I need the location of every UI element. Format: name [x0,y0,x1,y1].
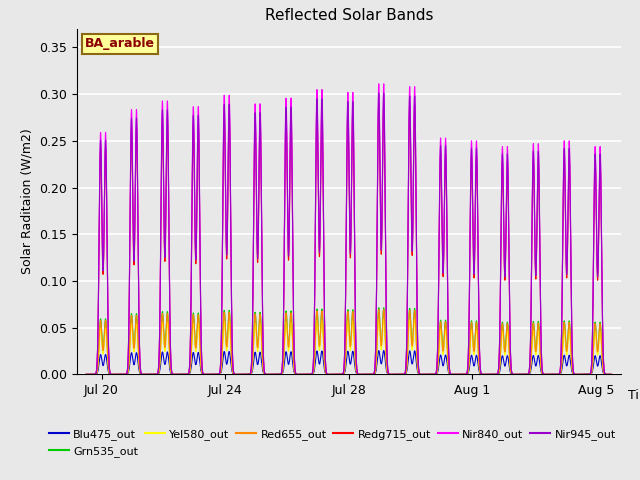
Title: Reflected Solar Bands: Reflected Solar Bands [264,9,433,24]
Legend: Blu475_out, Grn535_out, Yel580_out, Red655_out, Redg715_out, Nir840_out, Nir945_: Blu475_out, Grn535_out, Yel580_out, Red6… [44,425,620,461]
Text: BA_arable: BA_arable [85,37,155,50]
Y-axis label: Solar Raditaion (W/m2): Solar Raditaion (W/m2) [20,129,33,275]
Text: Time: Time [628,389,640,402]
